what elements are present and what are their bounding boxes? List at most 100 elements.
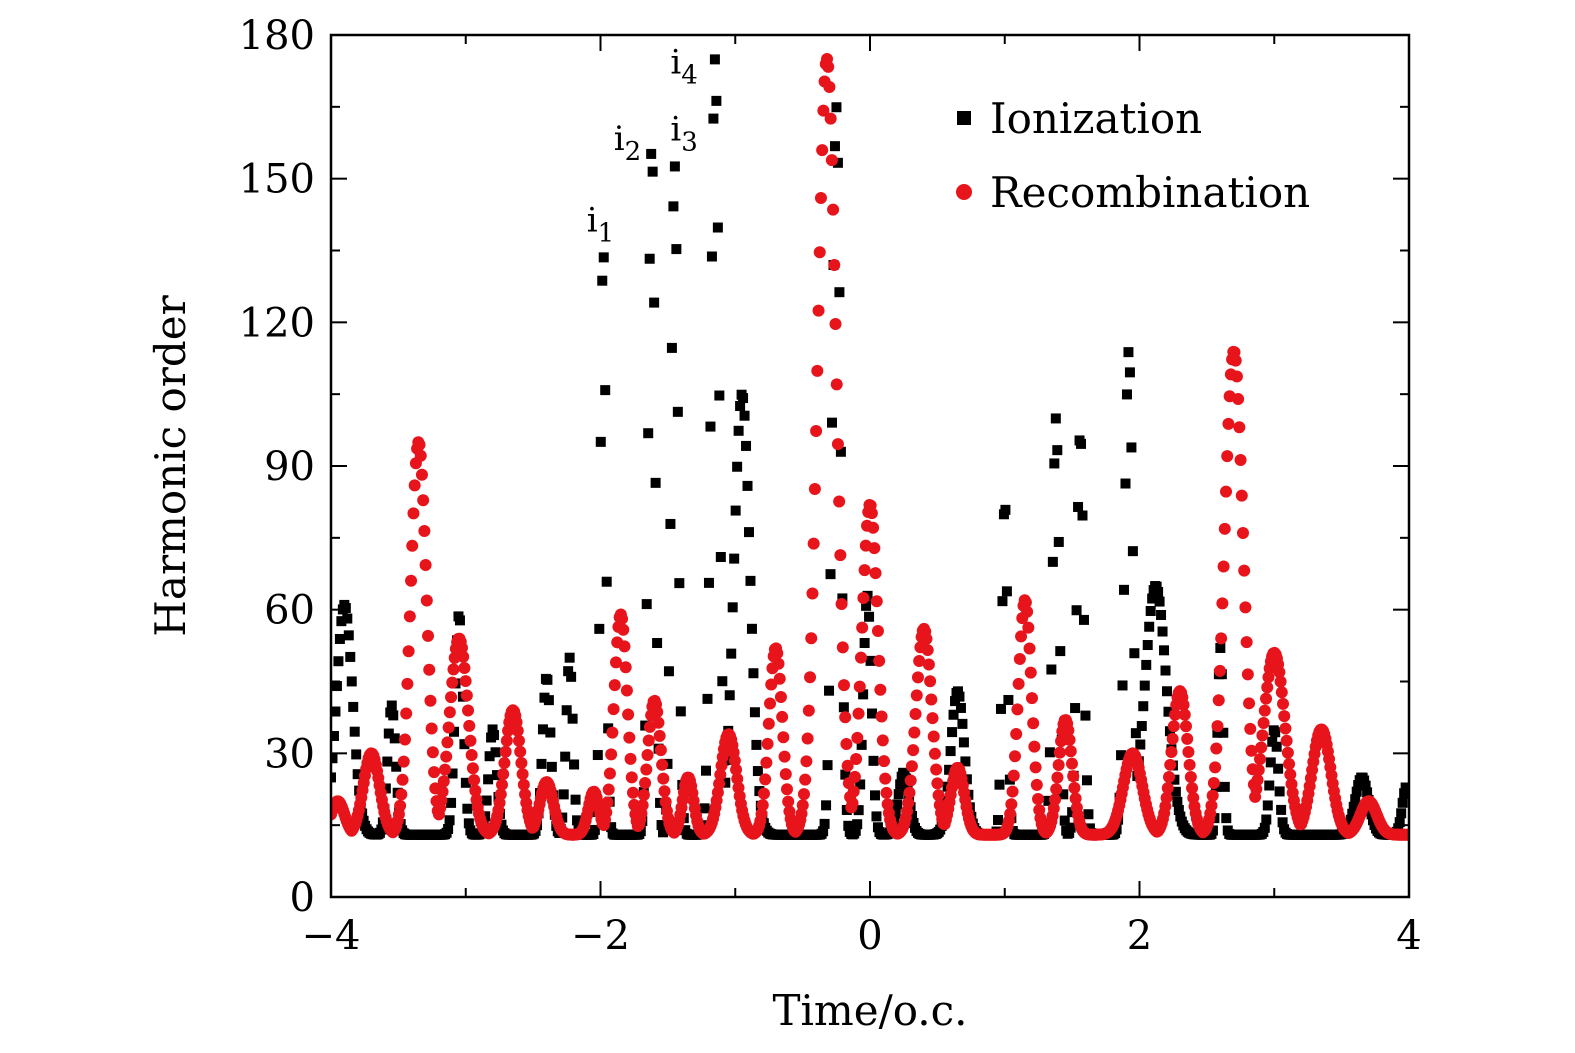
- peak-label-i2: i2: [614, 119, 641, 167]
- ionization-point: [751, 739, 762, 750]
- y-tick-label: 60: [264, 588, 315, 634]
- ionization-point: [993, 815, 1004, 826]
- recombination-point: [460, 689, 473, 702]
- ionization-point: [1059, 815, 1070, 826]
- recombination-point: [840, 737, 853, 750]
- ionization-point: [843, 820, 854, 831]
- ionization-point: [563, 666, 574, 677]
- recombination-point: [405, 574, 418, 587]
- ionization-point: [858, 689, 869, 700]
- ionization-point: [463, 818, 474, 829]
- recombination-point: [713, 777, 726, 790]
- recombination-point: [928, 747, 941, 760]
- recombination-point: [1065, 757, 1078, 770]
- recombination-point: [425, 722, 438, 735]
- ionization-point: [1047, 556, 1058, 567]
- ionization-point: [1053, 536, 1064, 547]
- recombination-point: [1234, 453, 1247, 466]
- recombination-point: [639, 777, 652, 790]
- ionization-point: [351, 749, 362, 760]
- recombination-point: [846, 797, 859, 810]
- recombination-point: [640, 763, 653, 776]
- recombination-point: [499, 745, 512, 758]
- recombination-point: [447, 663, 460, 676]
- ionization-point: [890, 808, 901, 819]
- recombination-point: [834, 549, 847, 562]
- recombination-point: [1063, 733, 1076, 746]
- ionization-point: [1067, 807, 1078, 818]
- recombination-point: [654, 744, 667, 757]
- ionization-point: [1081, 775, 1092, 786]
- ionization-point: [741, 440, 752, 451]
- x-axis-label: Time/o.c.: [772, 986, 967, 1035]
- ionization-point: [702, 693, 713, 704]
- recombination-point: [873, 654, 886, 667]
- ionization-point: [701, 765, 712, 776]
- legend-label: Ionization: [990, 94, 1202, 143]
- recombination-point: [1183, 758, 1196, 771]
- recombination-point: [420, 594, 433, 607]
- ionization-point: [840, 769, 851, 780]
- recombination-point: [402, 645, 415, 658]
- recombination-point: [1049, 793, 1062, 806]
- ionization-point: [334, 633, 345, 644]
- recombination-point: [601, 796, 614, 809]
- ionization-point: [1121, 389, 1132, 400]
- ionization-point: [742, 480, 753, 491]
- recombination-point: [731, 772, 744, 785]
- ionization-point: [1129, 648, 1140, 659]
- ionization-point: [1277, 817, 1288, 828]
- recombination-point: [424, 694, 437, 707]
- peak-label-i3: i3: [670, 109, 697, 157]
- recombination-point: [811, 364, 824, 377]
- recombination-point: [659, 796, 672, 809]
- recombination-point: [403, 610, 416, 623]
- recombination-point: [816, 144, 829, 157]
- recombination-point: [1179, 720, 1192, 733]
- recombination-point: [428, 766, 441, 779]
- recombination-point: [600, 806, 613, 819]
- recombination-point: [922, 658, 935, 671]
- recombination-point: [874, 683, 887, 696]
- recombination-point: [652, 716, 665, 729]
- recombination-point: [797, 788, 810, 801]
- ionization-point: [1130, 728, 1141, 739]
- recombination-point: [867, 521, 880, 534]
- x-tick-label: 0: [857, 913, 882, 959]
- recombination-point: [1177, 698, 1190, 711]
- recombination-point: [1023, 642, 1036, 655]
- recombination-point: [1235, 489, 1248, 502]
- ionization-point: [380, 783, 391, 794]
- recombination-point: [626, 786, 639, 799]
- ionization-point: [1170, 786, 1181, 797]
- ionization-point: [899, 768, 910, 779]
- recombination-point: [871, 624, 884, 637]
- recombination-point: [628, 798, 641, 811]
- ionization-point: [824, 685, 835, 696]
- recombination-point: [801, 732, 814, 745]
- ionization-point: [855, 779, 866, 790]
- ionization-point: [564, 652, 575, 663]
- ionization-point: [674, 578, 685, 589]
- ionization-point: [1083, 809, 1094, 820]
- recombination-point: [852, 707, 865, 720]
- ionization-point: [331, 706, 341, 717]
- recombination-point: [642, 734, 655, 747]
- ionization-point: [835, 446, 846, 457]
- ionization-point: [1003, 694, 1014, 705]
- recombination-point: [778, 750, 791, 763]
- recombination-point: [1006, 785, 1019, 798]
- recombination-point: [822, 60, 835, 73]
- ionization-point: [1276, 804, 1287, 815]
- recombination-point: [1260, 692, 1273, 705]
- recombination-point: [641, 749, 654, 762]
- ionization-point: [944, 764, 955, 775]
- recombination-point: [441, 736, 454, 749]
- recombination-point: [851, 731, 864, 744]
- ionization-point: [1164, 726, 1175, 737]
- recombination-point: [1257, 716, 1270, 729]
- ionization-point: [1393, 823, 1404, 834]
- recombination-point: [1258, 704, 1271, 717]
- ionization-point: [644, 253, 655, 264]
- recombination-point: [517, 778, 530, 791]
